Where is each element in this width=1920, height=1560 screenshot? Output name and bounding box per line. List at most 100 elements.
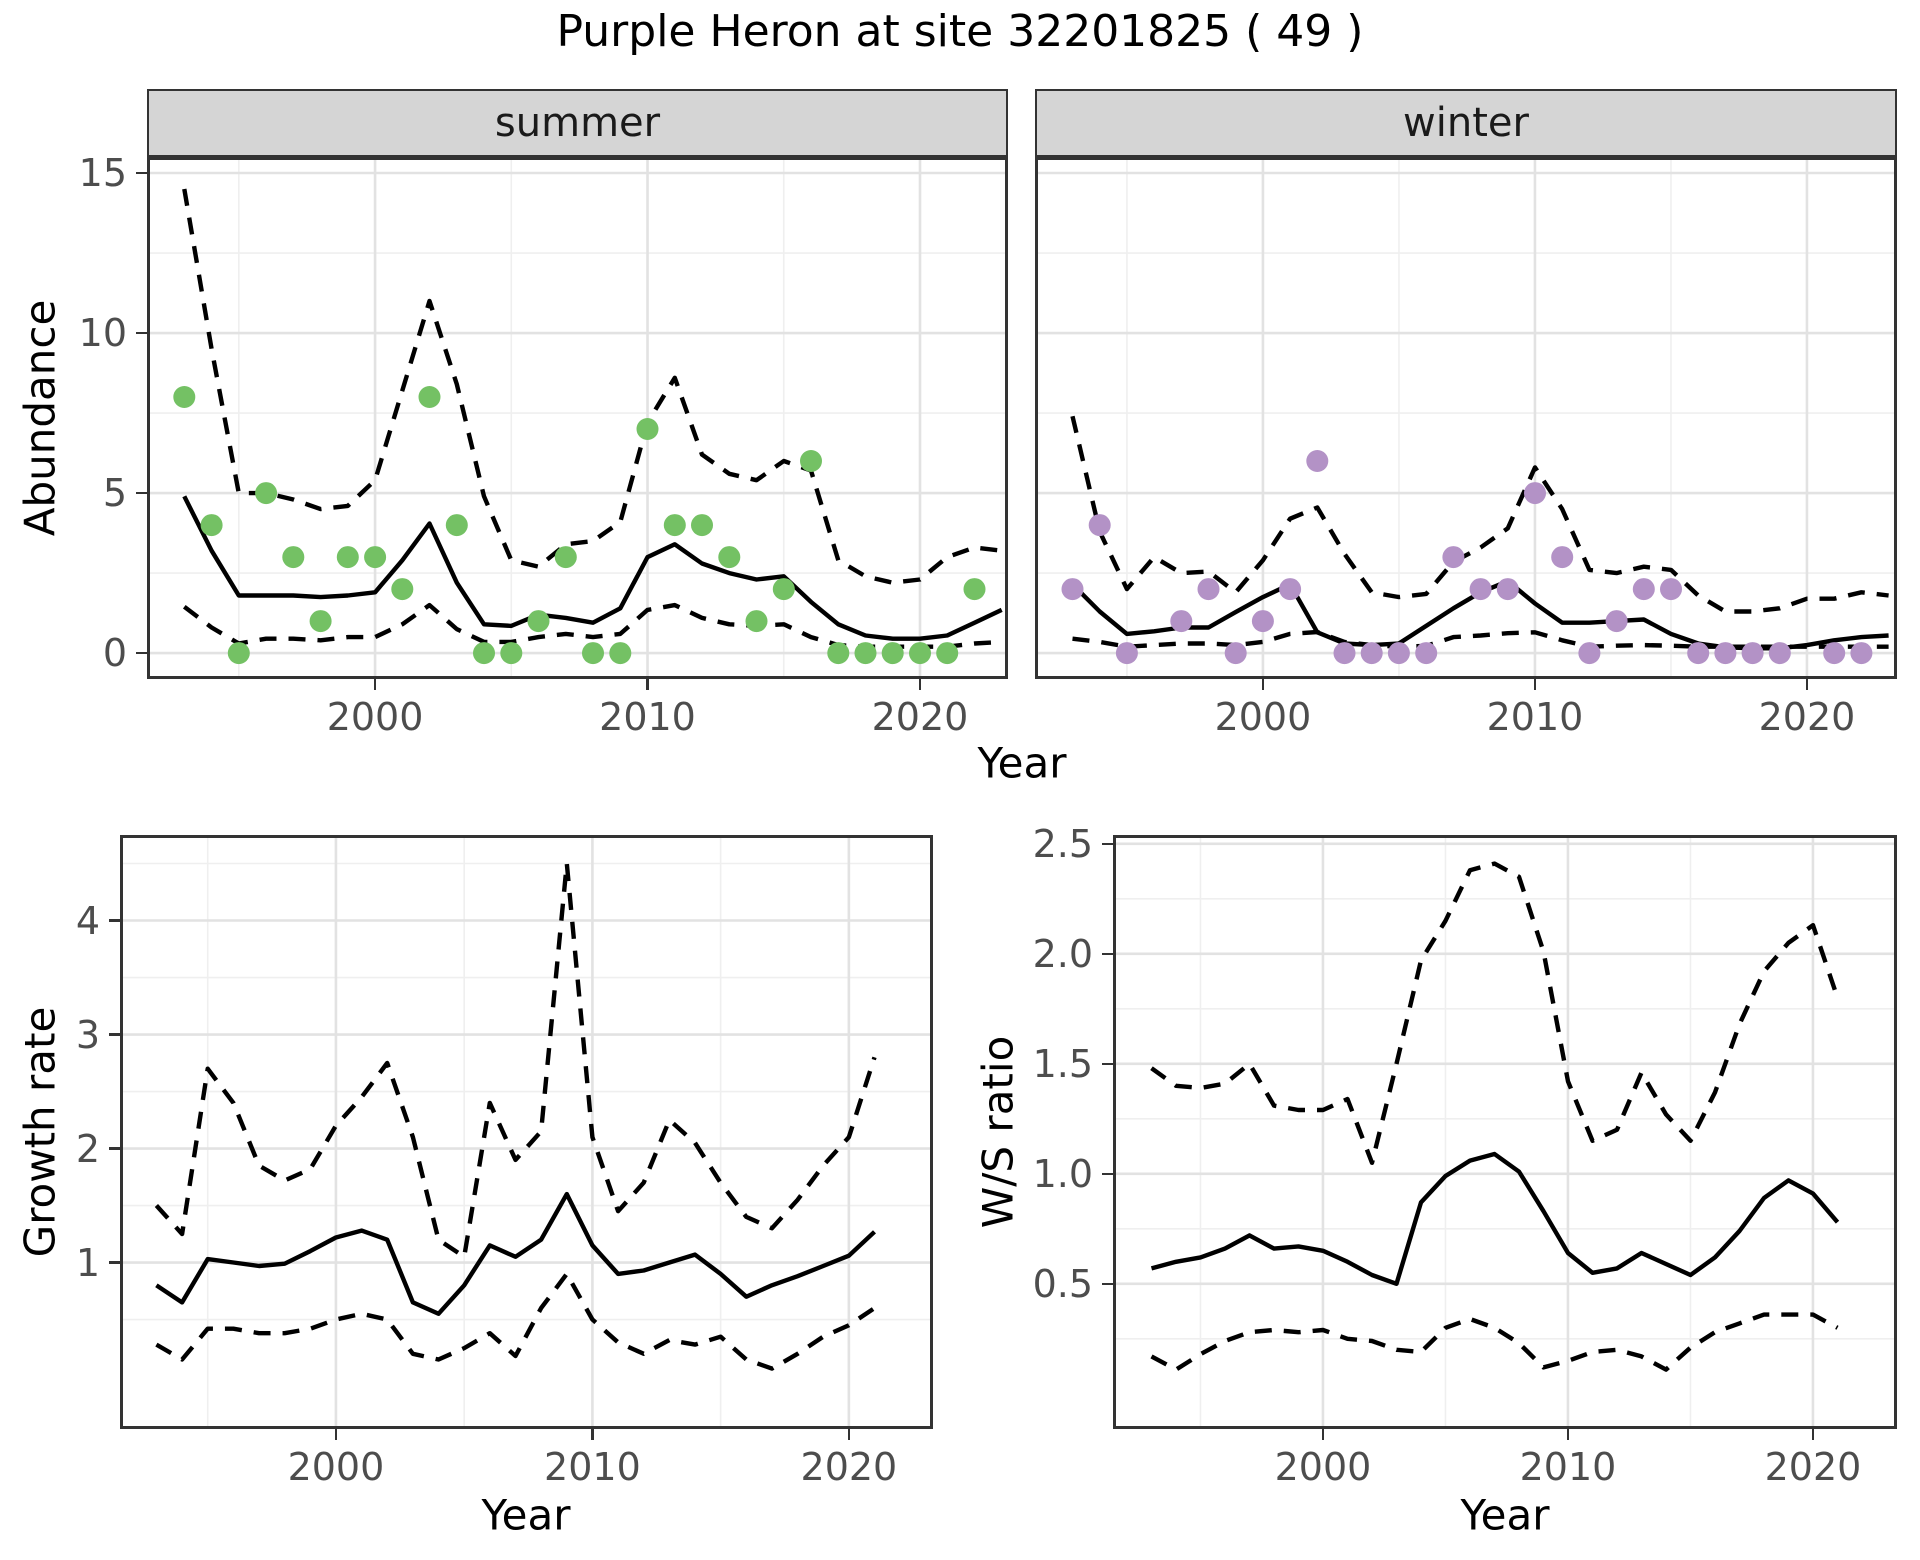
x-tick-mark bbox=[373, 679, 377, 690]
y-tick-label: 15 bbox=[78, 151, 127, 195]
year-axis-title-bottom-right: Year bbox=[1460, 1490, 1550, 1540]
abundance_winter-observation-point bbox=[1768, 642, 1791, 665]
x-tick-label: 2010 bbox=[1519, 1445, 1617, 1489]
y-tick-label: 5 bbox=[102, 471, 127, 516]
x-tick-mark bbox=[1811, 1429, 1815, 1440]
y-tick-label: 2.5 bbox=[1032, 821, 1093, 866]
abundance_winter-observation-point bbox=[1115, 642, 1138, 665]
y-tick-label: 10 bbox=[78, 311, 127, 356]
abundance-axis-title: Abundance bbox=[15, 299, 65, 537]
x-tick-mark bbox=[847, 1429, 851, 1440]
y-tick-label: 0 bbox=[102, 631, 127, 676]
y-tick-mark bbox=[136, 491, 147, 495]
x-tick-mark bbox=[918, 679, 922, 690]
winter-abundance-plot-area bbox=[1035, 157, 1897, 679]
abundance_summer-observation-point bbox=[745, 610, 768, 633]
y-tick-label: 2.0 bbox=[1032, 931, 1093, 976]
y-tick-mark bbox=[136, 331, 147, 335]
x-tick-mark bbox=[591, 1429, 594, 1440]
abundance_winter-observation-point bbox=[1660, 578, 1682, 601]
abundance_summer-upper95-line bbox=[182, 188, 1002, 585]
growth-rate-axis-title: Growth rate bbox=[15, 1006, 65, 1258]
ws-ratio-plot-area bbox=[1113, 835, 1897, 1429]
y-tick-label: 1 bbox=[75, 1240, 100, 1285]
abundance_summer-observation-point bbox=[609, 642, 632, 665]
x-tick-label: 2000 bbox=[1214, 695, 1312, 739]
x-tick-label: 2000 bbox=[326, 695, 424, 739]
ws_ratio-fit-line bbox=[1150, 1151, 1840, 1286]
facet-strip-summer-label: summer bbox=[494, 100, 661, 146]
abundance_winter-observation-point bbox=[1632, 578, 1655, 601]
abundance_summer-observation-point bbox=[554, 546, 577, 569]
abundance_winter-observation-point bbox=[1088, 514, 1111, 537]
y-tick-mark bbox=[109, 1147, 120, 1150]
abundance_summer-observation-point bbox=[418, 386, 441, 408]
abundance_summer-observation-point bbox=[227, 642, 250, 665]
abundance_winter-observation-point bbox=[1741, 642, 1764, 665]
x-tick-mark bbox=[1321, 1429, 1325, 1440]
y-tick-label: 2 bbox=[75, 1126, 100, 1171]
abundance_winter-observation-point bbox=[1279, 578, 1302, 601]
abundance_winter-observation-point bbox=[1251, 610, 1274, 633]
abundance_summer-observation-point bbox=[718, 546, 741, 569]
abundance_winter-observation-point bbox=[1415, 642, 1438, 665]
abundance_winter-observation-point bbox=[1850, 642, 1873, 665]
x-tick-mark bbox=[1805, 679, 1809, 690]
y-tick-mark bbox=[1102, 1062, 1113, 1066]
abundance_winter-lower95-line bbox=[1072, 629, 1889, 649]
year-axis-title-top: Year bbox=[977, 738, 1067, 788]
abundance_summer-observation-point bbox=[909, 642, 931, 665]
y-tick-mark bbox=[1102, 1172, 1113, 1176]
abundance_summer-observation-point bbox=[391, 578, 414, 601]
abundance_summer-observation-point bbox=[445, 514, 468, 537]
x-tick-mark bbox=[1261, 679, 1265, 690]
y-tick-label: 1.0 bbox=[1032, 1151, 1093, 1196]
x-tick-label: 2020 bbox=[800, 1445, 898, 1489]
growth_rate-fit-line bbox=[155, 1191, 877, 1316]
chart-title: Purple Heron at site 32201825 ( 49 ) bbox=[556, 6, 1364, 57]
abundance_winter-observation-point bbox=[1605, 610, 1628, 633]
x-tick-label: 2010 bbox=[1486, 695, 1584, 739]
growth-rate-plot-area bbox=[120, 835, 933, 1429]
abundance_winter-observation-point bbox=[1224, 642, 1247, 665]
y-tick-label: 4 bbox=[75, 898, 100, 943]
facet-strip-winter: winter bbox=[1035, 89, 1897, 157]
growth_rate-lower95-line bbox=[155, 1271, 876, 1371]
abundance_winter-upper95-line bbox=[1070, 415, 1889, 614]
y-tick-label: 3 bbox=[75, 1012, 100, 1057]
y-tick-mark bbox=[109, 1261, 120, 1264]
y-tick-label: 1.5 bbox=[1032, 1041, 1093, 1086]
x-tick-label: 2020 bbox=[1764, 1445, 1862, 1489]
abundance_winter-observation-point bbox=[1687, 642, 1710, 665]
year-axis-title-bottom-left: Year bbox=[481, 1490, 571, 1540]
abundance_summer-observation-point bbox=[364, 546, 387, 569]
abundance_winter-observation-point bbox=[1714, 642, 1737, 665]
abundance_winter-observation-point bbox=[1551, 546, 1574, 569]
y-tick-mark bbox=[136, 171, 147, 175]
abundance_winter-observation-point bbox=[1333, 642, 1356, 665]
ws-ratio-axis-title: W/S ratio bbox=[973, 1035, 1023, 1229]
abundance_summer-observation-point bbox=[173, 386, 196, 408]
abundance_summer-observation-point bbox=[854, 642, 877, 665]
facet-strip-winter-label: winter bbox=[1403, 100, 1529, 146]
abundance_summer-fit-line bbox=[182, 495, 1003, 641]
abundance_summer-observation-point bbox=[336, 546, 359, 569]
abundance_summer-observation-point bbox=[582, 642, 604, 665]
abundance_summer-observation-point bbox=[881, 642, 904, 665]
abundance_summer-observation-point bbox=[691, 514, 713, 537]
abundance_summer-observation-point bbox=[800, 450, 822, 472]
ws_ratio-lower95-line bbox=[1150, 1312, 1839, 1372]
abundance_winter-observation-point bbox=[1387, 642, 1410, 665]
summer-abundance-plot-area bbox=[147, 157, 1008, 679]
abundance_summer-observation-point bbox=[255, 482, 278, 505]
x-tick-mark bbox=[1566, 1429, 1570, 1440]
abundance_winter-observation-point bbox=[1442, 546, 1465, 569]
x-tick-label: 2010 bbox=[544, 1445, 641, 1489]
y-tick-mark bbox=[1102, 952, 1113, 956]
abundance_summer-observation-point bbox=[827, 642, 850, 665]
abundance_summer-observation-point bbox=[500, 642, 523, 665]
x-tick-label: 2010 bbox=[599, 695, 696, 739]
abundance_summer-observation-point bbox=[473, 642, 495, 665]
y-tick-label: 0.5 bbox=[1032, 1261, 1093, 1306]
